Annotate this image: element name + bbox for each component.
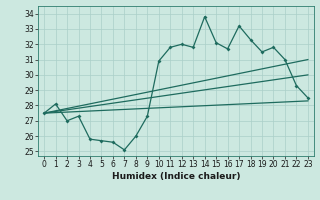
X-axis label: Humidex (Indice chaleur): Humidex (Indice chaleur) [112,172,240,181]
